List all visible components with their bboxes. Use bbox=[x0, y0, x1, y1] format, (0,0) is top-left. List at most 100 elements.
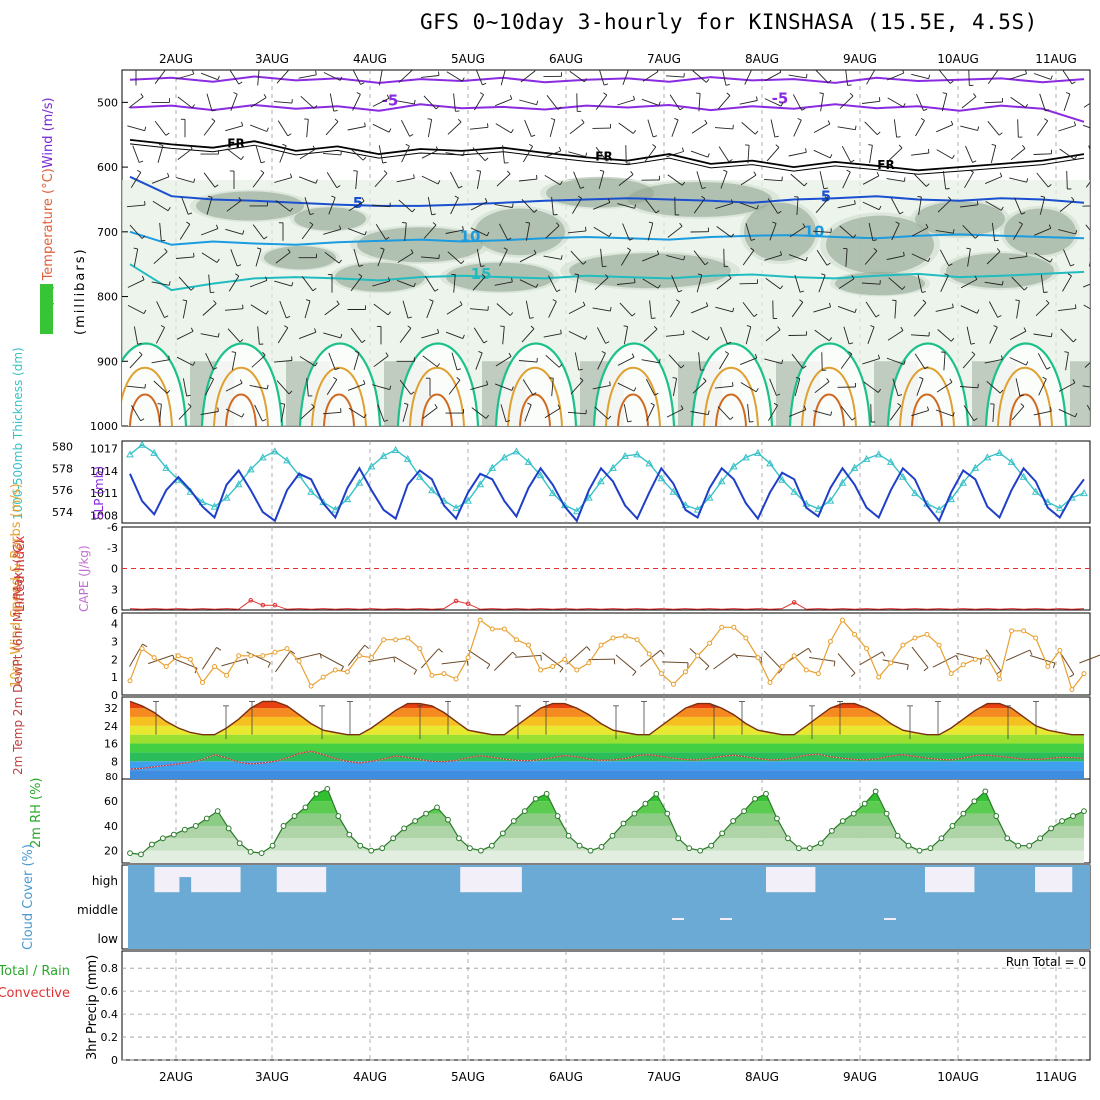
wind-barb bbox=[1086, 404, 1090, 412]
wind-barb bbox=[334, 118, 339, 122]
wind-barb bbox=[413, 99, 416, 104]
wind-barb bbox=[890, 197, 901, 215]
wind-barb bbox=[1024, 70, 1028, 74]
wind-barb bbox=[658, 358, 661, 363]
wind-barb bbox=[511, 386, 514, 391]
wind-barb bbox=[714, 127, 734, 130]
wind-barb bbox=[996, 248, 1001, 252]
rh-marker bbox=[192, 823, 199, 829]
wind-barb bbox=[728, 159, 733, 163]
wind-barb bbox=[431, 213, 436, 216]
rh-marker bbox=[521, 808, 528, 815]
wind-barb bbox=[719, 353, 729, 370]
wind-barb bbox=[911, 152, 929, 156]
wind-barb bbox=[371, 204, 391, 208]
wind-barb bbox=[559, 180, 563, 185]
wind-barb bbox=[913, 302, 927, 317]
wind-barb bbox=[560, 329, 562, 334]
wind-barb bbox=[353, 248, 360, 267]
wind-barb bbox=[167, 172, 170, 177]
wind-barb bbox=[495, 98, 512, 107]
slp-marker bbox=[597, 477, 605, 485]
wind-barb bbox=[952, 229, 955, 234]
wind-barb bbox=[533, 209, 538, 213]
y-tick-label: 8 bbox=[111, 755, 118, 768]
wind-barb bbox=[701, 195, 706, 199]
wind-barb bbox=[603, 83, 609, 86]
wind-barb bbox=[333, 377, 338, 380]
wind-barb bbox=[790, 173, 805, 187]
wind-barb bbox=[450, 197, 459, 215]
wind-barb bbox=[462, 226, 464, 231]
wind-barb bbox=[352, 94, 361, 111]
wind-barb bbox=[404, 222, 407, 241]
wind-barb bbox=[398, 199, 413, 213]
wind-barb bbox=[354, 351, 360, 354]
y-tick-label: 0 bbox=[111, 689, 118, 702]
wind-barb bbox=[246, 658, 249, 664]
wind-speed-marker bbox=[755, 655, 761, 661]
isotherm-25 bbox=[605, 367, 661, 426]
wind-barb bbox=[1048, 224, 1052, 229]
wind-barb bbox=[1034, 252, 1051, 263]
wind-barb bbox=[632, 130, 637, 134]
cloud-gap bbox=[496, 867, 510, 893]
wind-barb bbox=[329, 93, 335, 112]
wind-barb bbox=[876, 131, 881, 136]
isotherm-label: 5 bbox=[353, 194, 363, 212]
wind-barb bbox=[1096, 419, 1100, 421]
rh-marker bbox=[839, 818, 846, 824]
wind-barb bbox=[623, 325, 628, 327]
wind-barb bbox=[262, 351, 266, 356]
wind-barb bbox=[520, 70, 536, 83]
wind-barb bbox=[426, 300, 434, 319]
wind-barb bbox=[182, 378, 188, 397]
wind-barb bbox=[1025, 361, 1029, 366]
wind-barb bbox=[451, 352, 458, 371]
y-tick-label: middle bbox=[77, 903, 118, 917]
wind-speed-marker bbox=[695, 653, 701, 659]
wind-barb bbox=[1021, 212, 1026, 215]
isotherm-20 bbox=[984, 342, 1068, 426]
wind-barb bbox=[766, 147, 780, 162]
wind-barb bbox=[139, 160, 144, 163]
slp-marker bbox=[766, 459, 774, 467]
isotherm-30 bbox=[617, 393, 649, 426]
wind-barb bbox=[239, 339, 244, 343]
slp-marker bbox=[1007, 457, 1016, 465]
wind-barb bbox=[1072, 379, 1076, 384]
wind-speed-marker bbox=[586, 660, 592, 666]
wind-barb bbox=[977, 126, 980, 131]
y-tick-label: 0 bbox=[111, 1054, 118, 1067]
wind-barb bbox=[1001, 280, 1004, 286]
wind-barb bbox=[287, 248, 291, 253]
wind-speed-marker bbox=[924, 631, 930, 637]
isotherm-30 bbox=[519, 393, 551, 426]
wind-barb bbox=[577, 195, 582, 199]
wind-barb bbox=[926, 406, 930, 411]
slp-marker bbox=[959, 478, 968, 486]
wind-barb bbox=[320, 653, 344, 667]
wind-barb bbox=[378, 145, 384, 164]
wind-barb bbox=[434, 288, 439, 292]
rh-shading bbox=[826, 215, 934, 274]
slp-marker bbox=[1043, 498, 1052, 506]
y-tick-label: 1011 bbox=[90, 487, 118, 500]
wind-barb bbox=[482, 82, 487, 86]
wind-barb bbox=[569, 122, 585, 135]
wind-barb bbox=[558, 363, 563, 368]
rh-marker bbox=[149, 841, 155, 848]
wind-barb bbox=[950, 337, 955, 342]
wind-barb bbox=[335, 367, 340, 371]
wind-barb bbox=[503, 247, 508, 251]
wind-barb bbox=[358, 264, 364, 267]
rh-shading bbox=[475, 208, 565, 256]
wind-barb bbox=[1072, 338, 1077, 343]
wind-barb bbox=[211, 118, 216, 122]
wind-barb bbox=[789, 226, 806, 238]
wind-speed-marker bbox=[912, 635, 918, 641]
wind-barb bbox=[129, 354, 143, 369]
date-label-bottom: 10AUG bbox=[937, 1070, 979, 1084]
wind-speed-marker bbox=[960, 662, 966, 668]
wind-speed-marker bbox=[248, 653, 254, 659]
